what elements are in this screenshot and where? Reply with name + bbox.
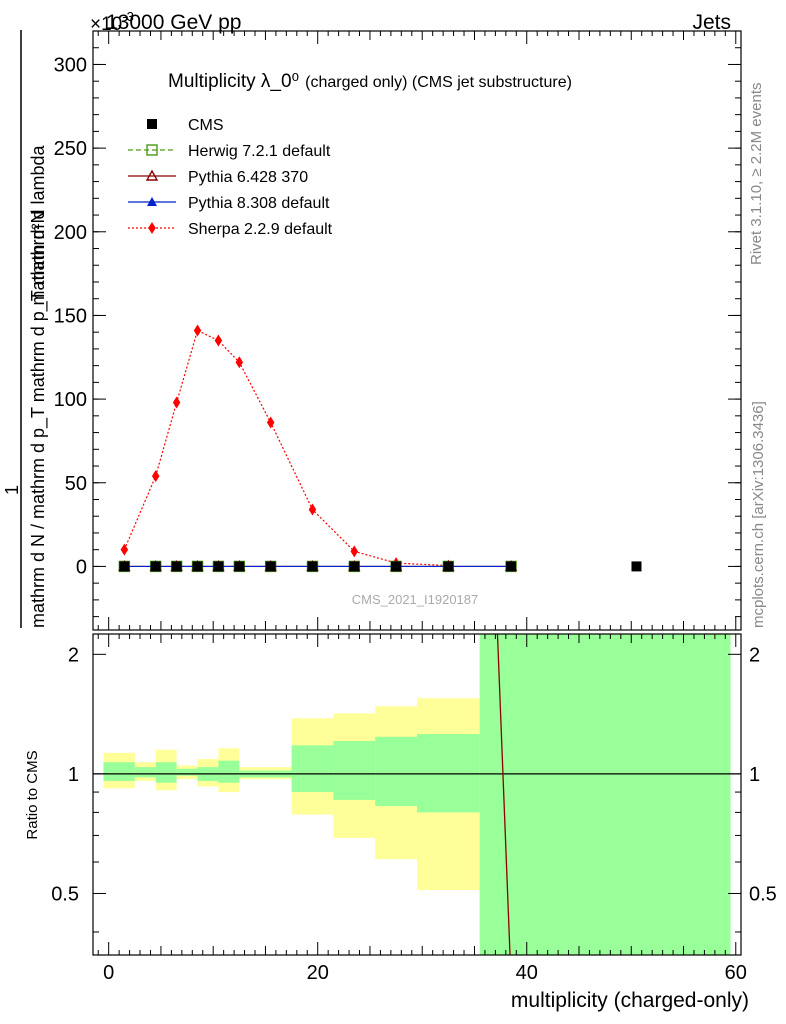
ratio-panel-frame	[92, 633, 742, 956]
ratio-band-green	[134, 767, 156, 778]
data-point	[148, 222, 156, 234]
main-title: Multiplicity λ_0⁰ (charged only) (CMS jet…	[168, 71, 572, 92]
data-point	[266, 416, 275, 429]
series-group	[120, 324, 453, 572]
header-process-label: Jets	[692, 11, 731, 34]
legend-item: Herwig 7.2.1 default	[128, 143, 331, 160]
x-tick-label: 20	[307, 962, 329, 984]
ratio-bands	[103, 634, 731, 955]
ratio-y-tick-label: 1	[68, 764, 79, 786]
data-point	[308, 503, 317, 516]
ratio-x-ticks: 0 20 40 60	[97, 634, 747, 984]
ratio-band-green	[333, 741, 376, 800]
legend-item: Sherpa 2.2.9 default	[128, 221, 333, 238]
main-title-suffix: (charged only) (CMS jet substructure)	[305, 74, 572, 91]
ratio-y-tick-label: 0.5	[51, 883, 79, 905]
ratio-y-tick-label-right: 2	[749, 644, 760, 666]
ratio-y-ticks: 0.5 0.5 1 1 2 2	[51, 644, 777, 933]
main-y-tick-label: 100	[54, 389, 87, 411]
main-y-tick-label: 300	[54, 54, 87, 76]
data-point	[443, 561, 454, 572]
ratio-band-green	[417, 734, 480, 813]
main-y-tick-label: 0	[76, 556, 87, 578]
ratio-band-green	[155, 762, 177, 783]
main-series	[118, 324, 642, 573]
legend-label: CMS	[188, 117, 224, 134]
data-point	[150, 561, 161, 572]
data-point	[307, 561, 318, 572]
ratio-band-green	[218, 760, 240, 783]
header-energy-label: 13000 GeV pp	[106, 11, 241, 34]
data-point	[193, 324, 202, 337]
y-label-prefix: 1	[2, 485, 22, 495]
watermark-label: CMS_2021_I1920187	[352, 592, 479, 607]
x-tick-label: 0	[103, 962, 114, 984]
ratio-y-axis-label: Ratio to CMS	[24, 750, 41, 839]
ratio-line	[496, 634, 511, 955]
legend-item: CMS	[147, 117, 224, 134]
main-y-tick-label: 50	[65, 473, 87, 495]
data-point	[119, 561, 130, 572]
main-y-ticks: 0 50 100 150 200 250 300	[54, 47, 741, 618]
data-point	[391, 561, 402, 572]
main-y-tick-label: 200	[54, 222, 87, 244]
data-point	[506, 561, 517, 572]
x-tick-label: 40	[516, 962, 538, 984]
data-point	[235, 356, 244, 369]
y-label-numerator: mathrm d²N	[28, 210, 48, 305]
ratio-band-green	[479, 634, 731, 955]
data-point	[172, 396, 181, 409]
ratio-y-tick-label-right: 1	[749, 764, 760, 786]
data-point	[265, 561, 276, 572]
y-label-denominator: mathrm d N / mathrm d p_T mathrm d p_T m…	[28, 145, 49, 628]
data-point	[214, 334, 223, 347]
ratio-y-tick-label: 2	[68, 644, 79, 666]
main-title-main: Multiplicity λ_0⁰	[168, 71, 299, 92]
ratio-band-green	[176, 768, 198, 776]
ratio-lines	[496, 634, 511, 955]
legend-item: Pythia 6.428 370	[128, 169, 308, 186]
data-point	[631, 561, 642, 572]
data-point	[120, 543, 129, 556]
legend-label: Pythia 6.428 370	[188, 169, 308, 186]
ratio-band-green	[103, 762, 135, 781]
data-point	[145, 169, 159, 181]
data-point	[234, 561, 245, 572]
data-point	[192, 561, 203, 572]
legend-label: Sherpa 2.2.9 default	[188, 221, 333, 238]
legend-item: Pythia 8.308 default	[128, 195, 330, 212]
main-y-tick-label: 150	[54, 305, 87, 327]
mcplots-reference-label: mcplots.cern.ch [arXiv:1306.3436]	[750, 401, 767, 628]
main-y-tick-label: 250	[54, 138, 87, 160]
main-x-ticks	[97, 31, 737, 630]
main-panel: 0 50 100 150 200 250 300 Multiplicity λ_0⁰ (cha…	[54, 30, 742, 631]
x-tick-label: 60	[725, 962, 747, 984]
y-exponent-power: -3	[122, 9, 134, 24]
data-point	[151, 470, 160, 483]
y-exponent-base: ×10	[90, 14, 122, 35]
main-y-axis-label: mathrm d²N 1 mathrm d N / mathrm d p_T m…	[2, 30, 49, 628]
legend: CMS Herwig 7.2.1 default Pythia 6.428 370 P…	[128, 117, 333, 238]
main-panel-frame	[92, 30, 742, 631]
ratio-band-green	[291, 745, 334, 793]
series-line	[123, 329, 449, 567]
data-point	[147, 197, 157, 206]
data-point	[349, 561, 360, 572]
data-point	[213, 561, 224, 572]
ratio-panel: 0.5 0.5 1 1 2 2 0 20 40 60 Ratio to CMS multipli…	[24, 633, 777, 1012]
x-axis-label: multiplicity (charged-only)	[511, 989, 749, 1012]
ratio-y-tick-label-right: 0.5	[749, 883, 777, 905]
rivet-version-label: Rivet 3.1.10, ≥ 2.2M events	[748, 83, 765, 266]
series-group	[119, 561, 642, 572]
ratio-band-green	[375, 736, 417, 807]
legend-label: Pythia 8.308 default	[188, 195, 330, 212]
y-exponent-label: ×10-3	[90, 9, 134, 35]
legend-label: Herwig 7.2.1 default	[188, 143, 331, 160]
data-point	[147, 119, 157, 129]
data-point	[171, 561, 182, 572]
data-point	[146, 144, 158, 156]
data-point	[350, 545, 359, 558]
